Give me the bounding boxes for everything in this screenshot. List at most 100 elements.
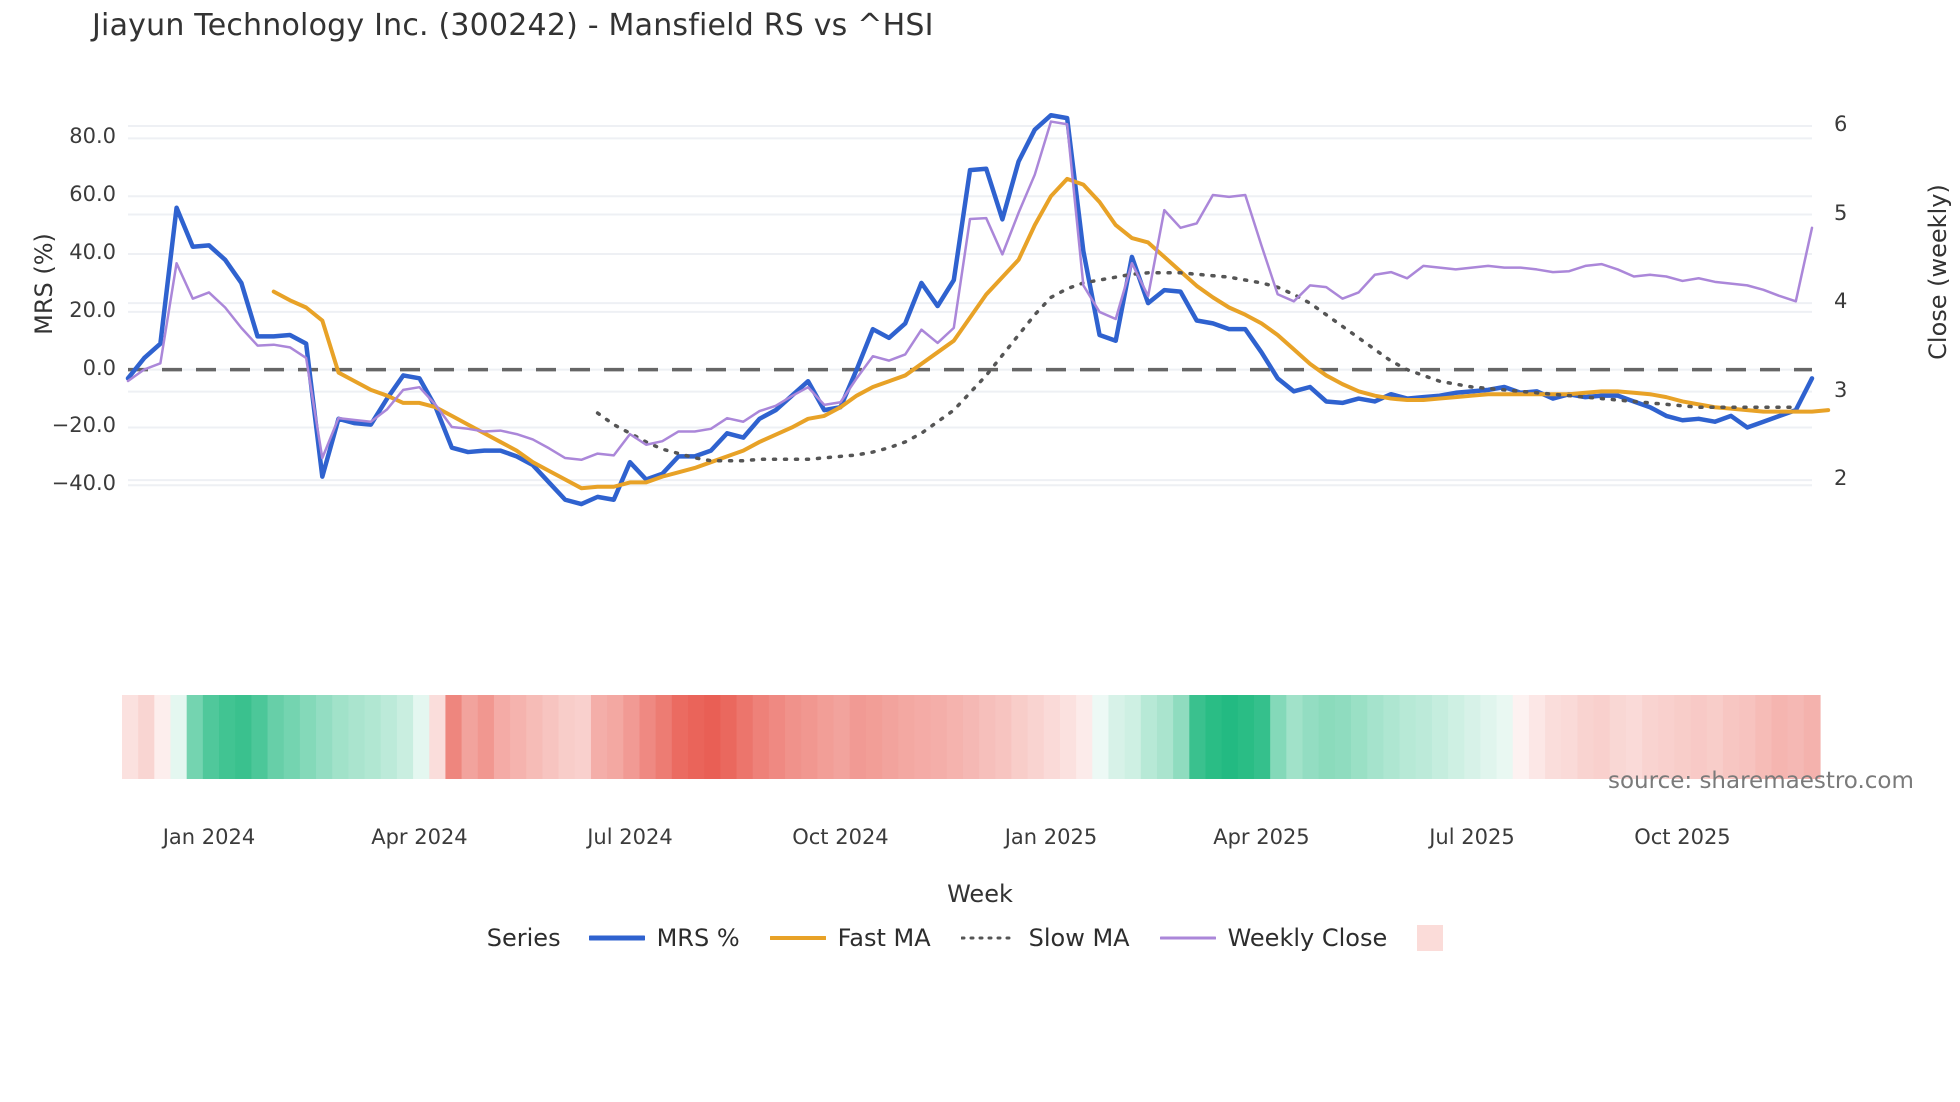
heatmap-cell [1496, 695, 1514, 779]
heatmap-cell [1270, 695, 1287, 779]
heatmap-cell [962, 695, 980, 779]
heatmap-cell [445, 695, 463, 779]
heatmap-cell [1512, 695, 1530, 779]
heatmap-cell [865, 695, 883, 779]
heatmap-cell [1431, 695, 1449, 779]
heatmap-cell [396, 695, 414, 779]
y-tick-left: 40.0 [69, 240, 116, 264]
heatmap-cell [1027, 695, 1045, 779]
legend-item[interactable]: Fast MA [769, 924, 931, 952]
legend-line-swatch [1159, 928, 1216, 948]
legend-item[interactable]: MRS % [588, 924, 740, 952]
legend-item-label: Slow MA [1028, 924, 1130, 952]
y-tick-right: 2 [1834, 466, 1848, 491]
heatmap-cell [1254, 695, 1271, 779]
legend-line-swatch [769, 928, 826, 948]
heatmap-cell [1351, 695, 1368, 779]
plot-area [125, 112, 1831, 507]
heatmap-cell [655, 695, 673, 779]
y-tick-right: 4 [1834, 289, 1848, 314]
x-tick: Apr 2025 [1213, 825, 1310, 849]
legend-line-swatch [588, 928, 645, 948]
x-tick: Apr 2024 [371, 825, 468, 849]
y-tick-right: 5 [1834, 200, 1848, 225]
heatmap-cell [283, 695, 301, 779]
heatmap-cell [235, 695, 252, 779]
heatmap-cell [574, 695, 592, 779]
y-tick-right: 6 [1834, 111, 1848, 136]
legend-item[interactable]: Weekly Close [1159, 924, 1387, 952]
heatmap-cell [1771, 695, 1789, 779]
heatmap-cell [882, 695, 899, 779]
heatmap-cell [1803, 695, 1821, 779]
heatmap-cell [1173, 695, 1190, 779]
heatmap-cell [493, 695, 511, 779]
chart-legend: Series MRS % Fast MA Slow MA Weekly Close [0, 924, 1960, 952]
y-tick-left: 80.0 [69, 124, 116, 149]
heatmap-cell [752, 695, 770, 779]
x-tick: Jul 2024 [587, 825, 673, 849]
x-tick: Oct 2024 [792, 825, 889, 849]
heatmap-cell [1334, 695, 1352, 779]
heatmap-cell [1448, 695, 1465, 779]
legend-line-swatch [960, 928, 1017, 948]
heatmap-cell [1108, 695, 1126, 779]
heatmap-cell [1399, 695, 1417, 779]
heatmap-cell [1302, 695, 1320, 779]
mrs-heatmap-strip [122, 695, 1821, 779]
heatmap-cell [849, 695, 867, 779]
heatmap-cell [898, 695, 915, 779]
y-tick-left: 60.0 [69, 182, 116, 207]
heatmap-cell [1221, 695, 1239, 779]
heatmap-cell [1205, 695, 1223, 779]
heatmap-cell [1706, 695, 1724, 779]
heatmap-cell [1286, 695, 1304, 779]
heatmap-cell [186, 695, 204, 779]
x-tick: Jan 2024 [162, 825, 256, 849]
heatmap-cell [429, 695, 447, 779]
heatmap-cell [1609, 695, 1627, 779]
heatmap-cell [639, 695, 657, 779]
legend-item-label: MRS % [656, 924, 740, 952]
heatmap-cell [768, 695, 786, 779]
heatmap-cell [1237, 695, 1255, 779]
x-axis-label: Week [947, 880, 1013, 908]
heatmap-cell [930, 695, 948, 779]
heatmap-cell [219, 695, 236, 779]
heatmap-cell [607, 695, 624, 779]
heatmap-cell [995, 695, 1013, 779]
heatmap-cell [590, 695, 608, 779]
heatmap-cell [332, 695, 349, 779]
heatmap-cell [542, 695, 560, 779]
heatmap-cell [1076, 695, 1093, 779]
heatmap-cell [1593, 695, 1611, 779]
heatmap-cell [348, 695, 366, 779]
heatmap-cell [154, 695, 172, 779]
heatmap-cell [1480, 695, 1498, 779]
chart-title: Jiayun Technology Inc. (300242) - Mansfi… [92, 8, 934, 43]
heatmap-cell [1577, 695, 1595, 779]
legend-item-label: Fast MA [837, 924, 931, 952]
legend-item[interactable]: Slow MA [960, 924, 1130, 952]
heatmap-cell [413, 695, 430, 779]
heatmap-cell [526, 695, 544, 779]
heatmap-cell [914, 695, 932, 779]
heatmap-cell [1415, 695, 1433, 779]
heatmap-cell [1658, 695, 1676, 779]
legend-item[interactable] [1417, 925, 1444, 951]
heatmap-cell [1545, 695, 1562, 779]
heatmap-cell [1059, 695, 1077, 779]
heatmap-cell [122, 695, 139, 779]
heatmap-cell [833, 695, 851, 779]
y-tick-left: −20.0 [51, 413, 116, 438]
series-line-mrs [125, 112, 1815, 507]
series-line-slow-ma [595, 271, 1798, 463]
heatmap-cell [1124, 695, 1142, 779]
heatmap-cell [558, 695, 576, 779]
heatmap-cell [510, 695, 527, 779]
heatmap-cell [979, 695, 996, 779]
source-watermark: source: sharemaestro.com [1608, 768, 1914, 794]
heatmap-cell [1674, 695, 1692, 779]
heatmap-cell [1156, 695, 1174, 779]
